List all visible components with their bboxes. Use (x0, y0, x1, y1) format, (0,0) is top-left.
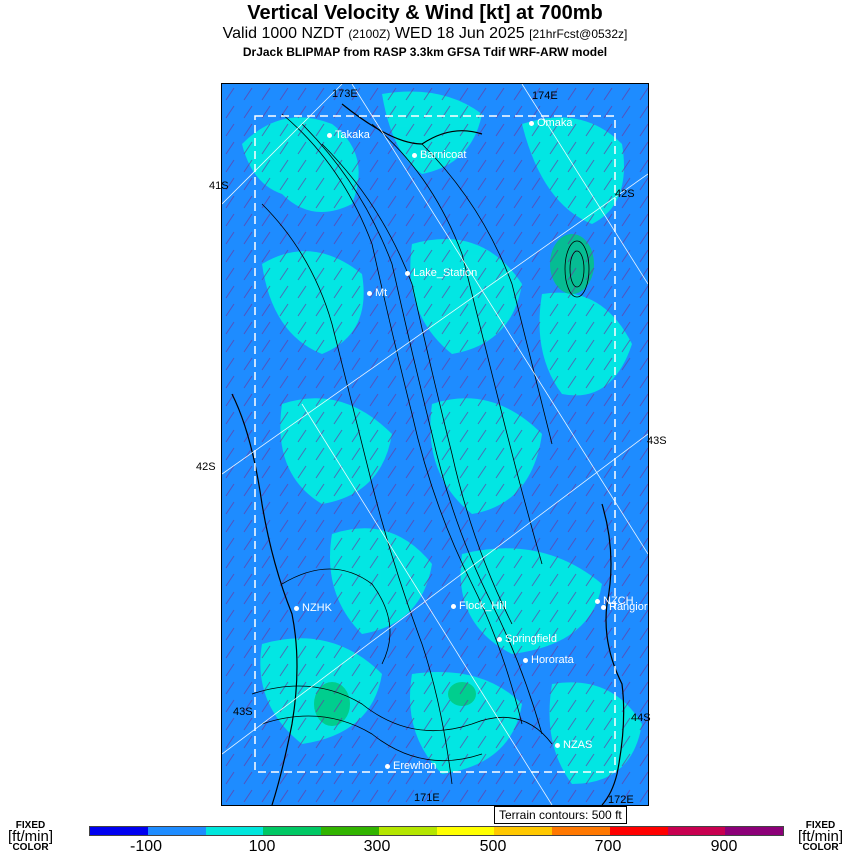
wind-barbs (222, 84, 648, 805)
city-marker[interactable]: Takaka (327, 129, 370, 141)
valid-utc: (2100Z) (348, 27, 391, 41)
graticule (222, 84, 648, 805)
valid-time: Valid 1000 NZDT (2100Z) WED 18 Jun 2025 … (0, 25, 850, 43)
city-marker[interactable]: Omaka (529, 117, 572, 129)
city-label: NZHK (302, 602, 332, 614)
colorbar-tick: 700 (594, 838, 622, 855)
color-label: COLOR (802, 842, 839, 853)
city-marker[interactable]: Erewhon (385, 760, 436, 772)
city-label: NZCH (603, 595, 634, 607)
dot-icon (405, 270, 410, 276)
colorbar-swatch (321, 827, 379, 835)
grid-label: 43S (647, 435, 667, 447)
dot-icon (595, 598, 600, 604)
units-label: [ft/min] (8, 828, 54, 845)
colorbar (89, 826, 784, 836)
colorbar-tick: -100 (129, 838, 163, 855)
dot-icon (327, 132, 332, 138)
coastline-north (341, 103, 483, 145)
city-label: Takaka (335, 129, 370, 141)
dot-icon (497, 636, 502, 642)
city-marker[interactable]: NZAS (555, 739, 592, 751)
model-info: DrJack BLIPMAP from RASP 3.3km GFSA Tdif… (242, 45, 608, 59)
map-title: Vertical Velocity & Wind [kt] at 700mb (247, 2, 603, 24)
city-marker[interactable]: Mt (367, 287, 387, 299)
grid-label: 172E (608, 794, 634, 806)
dot-icon (367, 290, 372, 296)
terrain-note: Terrain contours: 500 ft (494, 806, 627, 824)
terrain-contours (251, 113, 590, 785)
map-canvas (222, 84, 648, 805)
colorbar-swatch (436, 827, 495, 835)
grid-label: 174E (532, 90, 558, 102)
dot-icon (523, 657, 528, 663)
city-label: Erewhon (393, 760, 437, 772)
colorbar-tick: 500 (479, 838, 507, 855)
colorbar-right-label: FIXED [ft/min] COLOR (798, 820, 843, 853)
city-label: Mt (375, 287, 388, 299)
dot-icon (555, 742, 560, 748)
grid-label: 43S (233, 706, 253, 718)
city-label: Hororata (531, 654, 574, 666)
colorbar-left-label: FIXED [ft/min] COLOR (8, 820, 53, 853)
city-label: Rangiora (609, 601, 648, 613)
city-marker[interactable]: Hororata (523, 654, 574, 666)
city-marker[interactable]: Lake_Station (405, 267, 477, 279)
colorbar-tick: 300 (363, 838, 391, 855)
city-marker[interactable]: Rangiora (601, 601, 648, 613)
colorbar-swatch (147, 827, 206, 835)
dot-icon (601, 604, 606, 610)
colorbar-swatch (263, 827, 321, 835)
valid-date: WED 18 Jun 2025 (394, 25, 525, 42)
city-label: Springfield (505, 633, 557, 645)
grid-label: 42S (615, 188, 635, 200)
city-label: Omaka (537, 117, 573, 129)
colorbar-swatch (494, 827, 552, 835)
grid-label: 41S (209, 180, 229, 192)
city-marker[interactable]: NZCH (595, 595, 634, 607)
units-label: [ft/min] (798, 828, 844, 845)
velocity-map[interactable]: Takaka Omaka Barnicoat Lake_Station Mt N… (221, 83, 649, 806)
coastline-west (231, 393, 298, 805)
city-marker[interactable]: NZHK (294, 602, 332, 614)
grid-label: 171E (414, 792, 440, 804)
dot-icon (529, 120, 534, 126)
dot-icon (294, 605, 299, 611)
valid-prefix: Valid 1000 NZDT (222, 25, 344, 42)
dot-icon (412, 152, 417, 158)
colorbar-swatch (552, 827, 610, 835)
grid-label: 42S (196, 461, 216, 473)
colorbar-swatch (90, 827, 148, 835)
city-label: Flock_Hill (459, 600, 507, 612)
colorbar-swatch (609, 827, 668, 835)
city-label: Lake_Station (413, 267, 478, 279)
dot-icon (385, 763, 390, 769)
forecast-info: [21hrFcst@0532z] (529, 27, 628, 41)
dot-icon (451, 603, 456, 609)
grid-label: 173E (332, 88, 358, 100)
city-label: Barnicoat (420, 149, 467, 161)
colorbar-swatch (667, 827, 726, 835)
fixed-label: FIXED (805, 820, 836, 831)
colorbar-swatch (205, 827, 264, 835)
city-marker[interactable]: Barnicoat (412, 149, 466, 161)
coastline-east (601, 503, 625, 805)
colorbar-swatch (725, 827, 783, 835)
domain-boundary (254, 115, 616, 773)
city-marker[interactable]: Springfield (497, 633, 557, 645)
colorbar-swatch (378, 827, 437, 835)
fixed-label: FIXED (15, 820, 46, 831)
colorbar-tick: 100 (248, 838, 276, 855)
grid-label: 44S (631, 712, 651, 724)
city-marker[interactable]: Flock_Hill (451, 600, 507, 612)
color-label: COLOR (12, 842, 49, 853)
colorbar-tick: 900 (710, 838, 738, 855)
city-label: NZAS (563, 739, 593, 751)
